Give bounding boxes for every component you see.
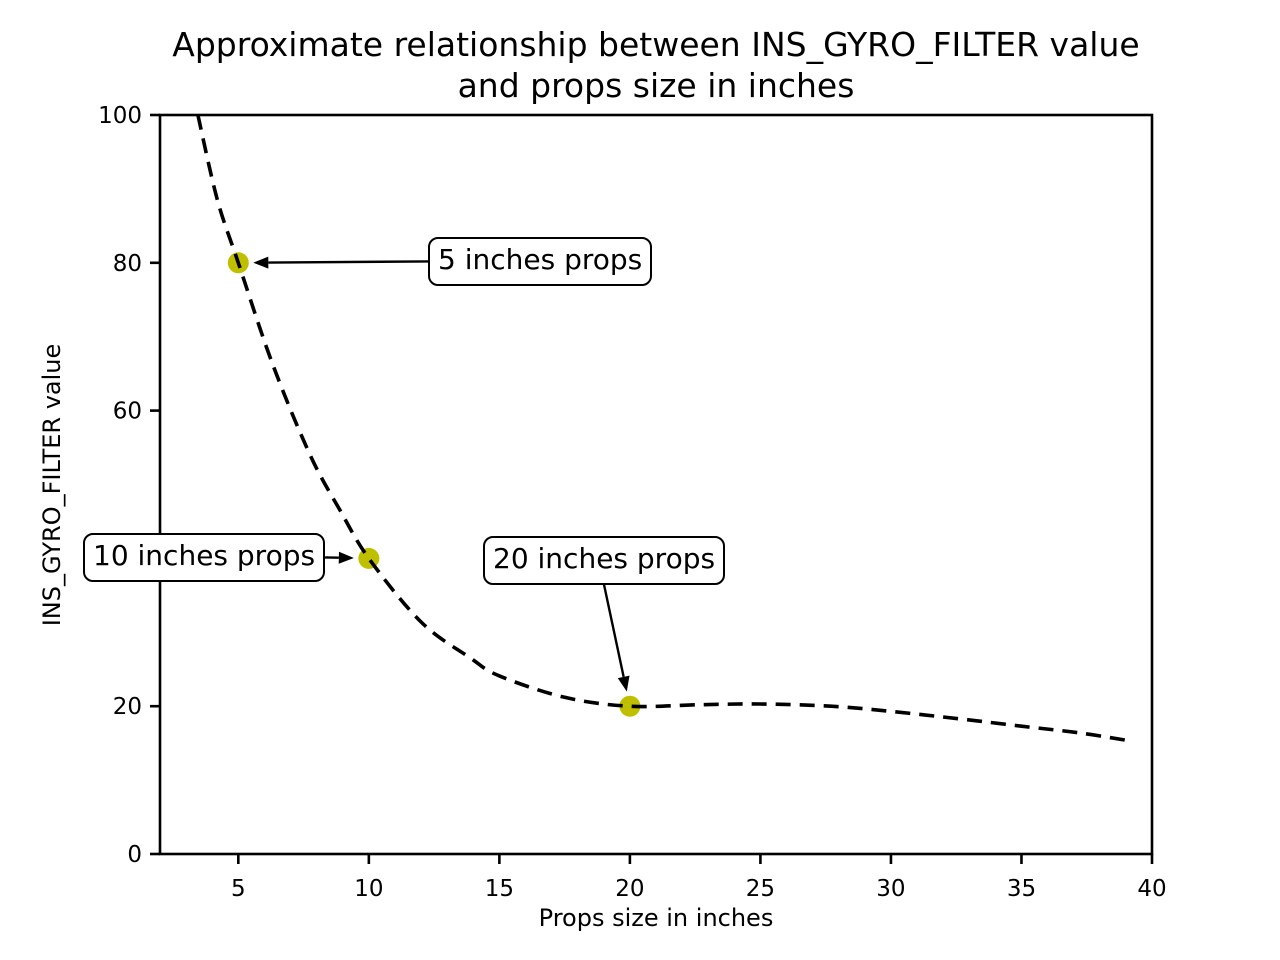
x-tick-label: 30 bbox=[876, 876, 905, 902]
y-tick-label: 100 bbox=[98, 103, 142, 129]
axes-spines bbox=[158, 113, 1154, 856]
chart-title: Approximate relationship between INS_GYR… bbox=[172, 25, 1140, 105]
y-tick-label: 60 bbox=[113, 399, 142, 425]
x-tick-label: 35 bbox=[1007, 876, 1036, 902]
y-axis-label: INS_GYRO_FILTER value bbox=[38, 343, 66, 627]
x-tick-label: 25 bbox=[746, 876, 775, 902]
relationship-curve bbox=[196, 115, 1127, 742]
x-tick-label: 20 bbox=[615, 876, 644, 902]
annotation-5-inches-props: 5 inches props bbox=[428, 237, 653, 286]
annotation-10-inches-props: 10 inches props bbox=[83, 533, 326, 582]
annotation-arrow-head bbox=[338, 551, 354, 564]
x-tick-label: 15 bbox=[485, 876, 514, 902]
data-point-marker bbox=[619, 695, 641, 717]
y-tick-label: 20 bbox=[113, 694, 142, 720]
annotation-arrow-head bbox=[253, 256, 269, 269]
annotation-20-inches-props: 20 inches props bbox=[483, 536, 726, 585]
x-tick-label: 40 bbox=[1137, 876, 1166, 902]
x-tick-label: 5 bbox=[231, 876, 246, 902]
x-tick-label: 10 bbox=[354, 876, 383, 902]
y-tick-label: 80 bbox=[113, 251, 142, 277]
annotation-arrow-line bbox=[268, 260, 429, 264]
annotation-arrow-line bbox=[602, 584, 625, 678]
annotation-arrow-head bbox=[617, 675, 630, 692]
y-tick-label: 0 bbox=[127, 842, 142, 868]
x-axis-label: Props size in inches bbox=[538, 904, 774, 932]
